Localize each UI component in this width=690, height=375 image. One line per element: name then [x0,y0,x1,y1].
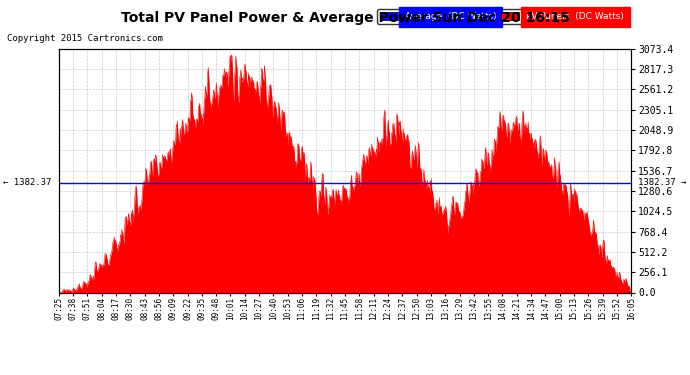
Text: ← 1382.37: ← 1382.37 [3,178,52,188]
Text: Copyright 2015 Cartronics.com: Copyright 2015 Cartronics.com [7,34,163,43]
Legend: Average  (DC Watts), PV Panels  (DC Watts): Average (DC Watts), PV Panels (DC Watts) [377,9,627,24]
Text: 1382.37 →: 1382.37 → [638,178,687,188]
Text: Total PV Panel Power & Average Power Sun Dec 20 16:15: Total PV Panel Power & Average Power Sun… [121,11,569,25]
